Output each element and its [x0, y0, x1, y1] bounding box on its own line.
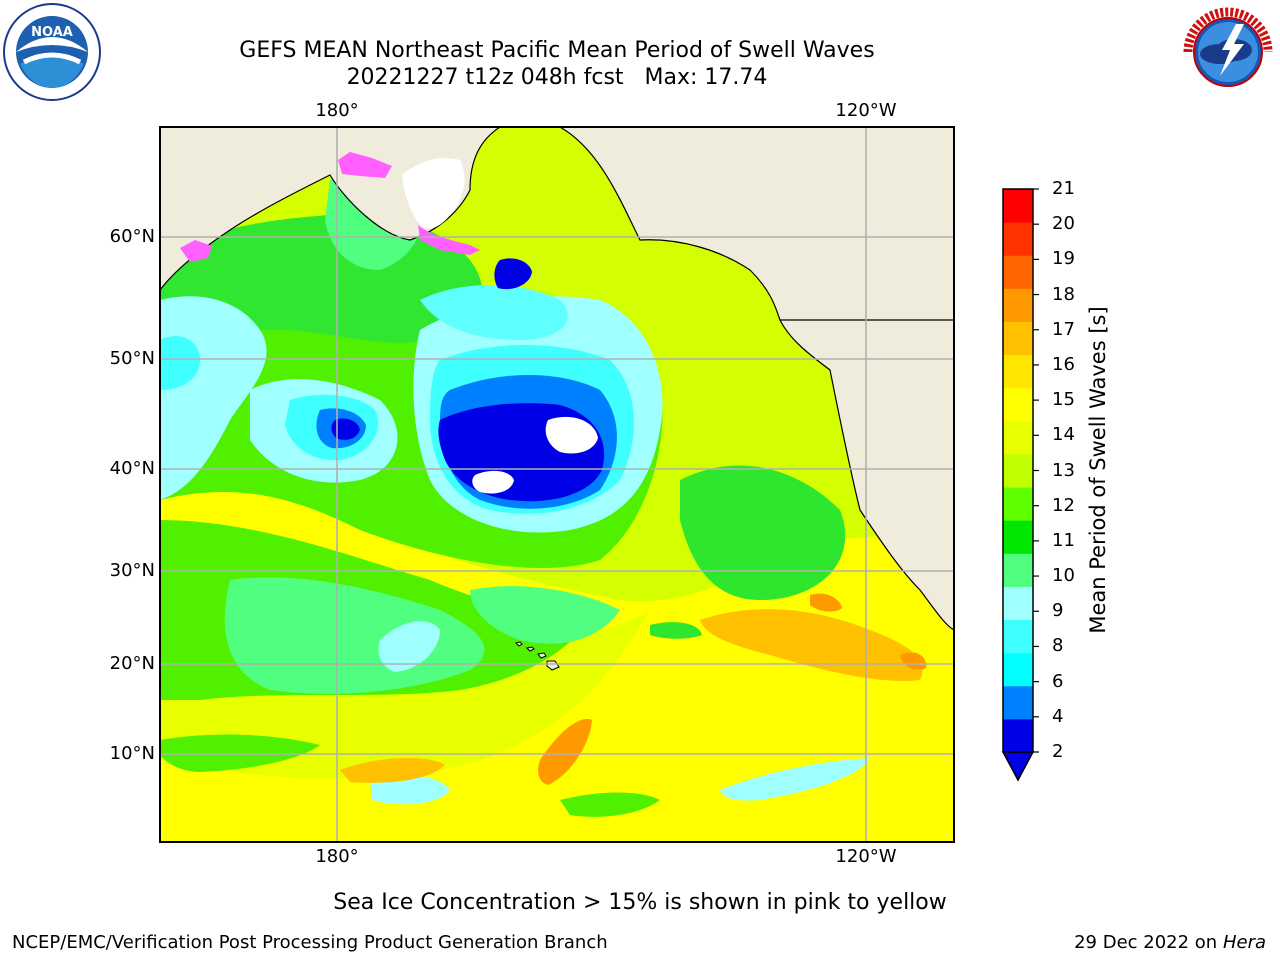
colorbar-tick-label: 16	[1052, 353, 1075, 375]
colorbar-label: Mean Period of Swell Waves [s]	[1086, 306, 1110, 634]
colorbar-tick-label: 18	[1052, 283, 1075, 305]
colorbar-segment	[1003, 652, 1033, 687]
lat-label-10n: 10°N	[109, 743, 155, 764]
noaa-logo: NOAA	[3, 3, 101, 101]
lon-label-top-180: 180°	[315, 100, 359, 121]
lon-label-bottom-180: 180°	[315, 846, 359, 867]
colorbar-tick-label: 12	[1052, 494, 1075, 516]
forecast-date: 20221227 t12z 048h fcst	[346, 65, 624, 90]
colorbar-segment	[1003, 718, 1033, 753]
colorbar-tick-label: 14	[1052, 424, 1075, 446]
colorbar-segment	[1003, 487, 1033, 521]
sea-ice-note: Sea Ice Concentration > 15% is shown in …	[333, 890, 947, 915]
lat-label-30n: 30°N	[109, 560, 155, 581]
alaska-land	[558, 127, 954, 321]
nws-logo	[1181, 5, 1275, 99]
colorbar-tick-label: 15	[1052, 389, 1075, 411]
colorbar-segment	[1003, 255, 1033, 289]
colorbar-segment	[1003, 354, 1033, 389]
colorbar-segment	[1003, 586, 1033, 621]
noaa-logo-text: NOAA	[31, 25, 73, 40]
colorbar-segment	[1003, 520, 1033, 554]
colorbar-segment	[1003, 387, 1033, 422]
colorbar-segment	[1003, 288, 1033, 322]
lat-label-60n: 60°N	[109, 226, 155, 247]
colorbar-tick-label: 9	[1052, 600, 1064, 622]
colorbar-tick-label: 20	[1052, 213, 1075, 235]
lat-label-40n: 40°N	[109, 458, 155, 479]
colorbar-segment	[1003, 453, 1033, 488]
colorbar-segment	[1003, 189, 1033, 223]
colorbar-tick-label: 17	[1052, 318, 1075, 340]
colorbar-tick-label: 11	[1052, 529, 1075, 551]
colorbar-tick-label: 21	[1052, 178, 1075, 199]
colorbar-tick-label: 6	[1052, 670, 1064, 692]
footer-machine: Hera	[1222, 932, 1266, 953]
lat-label-20n: 20°N	[109, 653, 155, 674]
footer-date-text: 29 Dec 2022 on	[1074, 932, 1218, 953]
lon-label-bottom-120w: 120°W	[835, 846, 897, 867]
footer-date: 29 Dec 2022 on Hera	[1074, 932, 1266, 953]
gridlines	[160, 127, 954, 842]
colorbar-tick-label: 2	[1052, 741, 1064, 762]
max-value: Max: 17.74	[644, 65, 768, 90]
colorbar-tick-label: 8	[1052, 635, 1064, 657]
colorbar-segment	[1003, 420, 1033, 455]
map-frame	[159, 126, 955, 843]
colorbar	[1001, 188, 1039, 782]
colorbar-tick-label: 4	[1052, 705, 1064, 727]
colorbar-tick-label: 10	[1052, 565, 1075, 587]
footer-branch: NCEP/EMC/Verification Post Processing Pr…	[12, 932, 608, 953]
colorbar-segment	[1003, 321, 1033, 356]
colorbar-segment	[1003, 553, 1033, 587]
lon-label-top-120w: 120°W	[835, 100, 897, 121]
colorbar-tick-label: 13	[1052, 459, 1075, 481]
colorbar-extend-arrow	[1001, 751, 1035, 782]
map-title: GEFS MEAN Northeast Pacific Mean Period …	[239, 38, 875, 63]
lat-label-50n: 50°N	[109, 348, 155, 369]
colorbar-segment	[1003, 222, 1033, 256]
map-subtitle: 20221227 t12z 048h fcst Max: 17.74	[0, 65, 1114, 91]
colorbar-tick-label: 19	[1052, 248, 1075, 270]
colorbar-segment	[1003, 685, 1033, 720]
colorbar-segment	[1003, 619, 1033, 654]
